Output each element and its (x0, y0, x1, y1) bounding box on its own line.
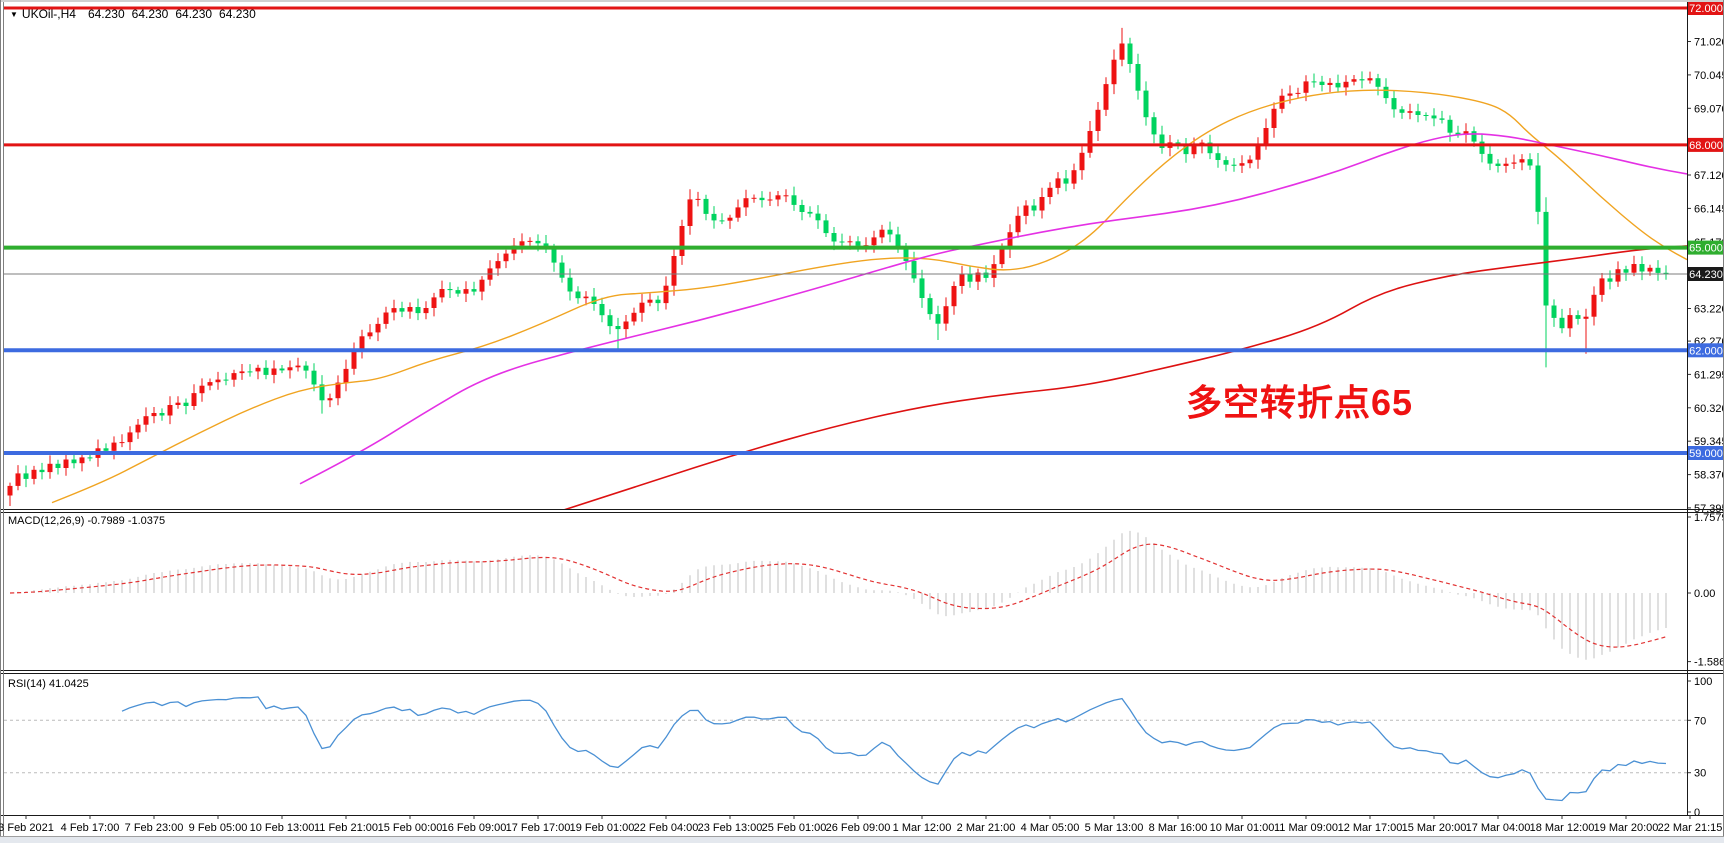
svg-text:12 Mar 17:00: 12 Mar 17:00 (1338, 822, 1403, 834)
svg-text:63.220: 63.220 (1694, 304, 1724, 316)
svg-text:19 Mar 20:00: 19 Mar 20:00 (1594, 822, 1659, 834)
time-axis[interactable]: 3 Feb 2021 4 Feb 17:00 7 Feb 23:00 9 Feb 05… (0, 815, 1722, 834)
svg-text:25 Feb 01:00: 25 Feb 01:00 (762, 822, 827, 834)
rsi-name: RSI(14) (8, 678, 46, 690)
quote-open: 64.230 (87, 7, 125, 21)
rsi-indicator-label: RSI(14) 41.0425 (8, 678, 89, 690)
svg-text:-1.5867: -1.5867 (1694, 657, 1724, 669)
quote-high: 64.230 (131, 7, 169, 21)
svg-text:62.000: 62.000 (1689, 345, 1723, 357)
macd-layer (9, 530, 1667, 660)
svg-text:64.230: 64.230 (1689, 269, 1723, 281)
window-bottom-strip (0, 837, 1724, 843)
svg-text:60.320: 60.320 (1694, 403, 1724, 415)
svg-text:68.000: 68.000 (1689, 140, 1723, 152)
svg-text:15 Mar 20:00: 15 Mar 20:00 (1402, 822, 1467, 834)
price-badge-59.000 (1688, 446, 1724, 460)
svg-text:67.120: 67.120 (1694, 170, 1724, 182)
symbol-dropdown-icon[interactable]: ▼ (10, 10, 18, 19)
svg-text:1 Mar 12:00: 1 Mar 12:00 (893, 822, 952, 834)
svg-text:4 Feb 17:00: 4 Feb 17:00 (61, 822, 120, 834)
symbol-header: ▼ UKOil-,H4 64.230 64.230 64.230 64.230 (10, 7, 263, 21)
svg-text:17 Feb 17:00: 17 Feb 17:00 (506, 822, 571, 834)
svg-text:17 Mar 04:00: 17 Mar 04:00 (1466, 822, 1531, 834)
price-levels-layer (4, 6, 1687, 455)
svg-text:70: 70 (1694, 715, 1706, 727)
svg-text:7 Feb 23:00: 7 Feb 23:00 (125, 822, 184, 834)
price-badge-65.000 (1688, 240, 1724, 255)
svg-text:22 Mar 21:15: 22 Mar 21:15 (1658, 822, 1723, 834)
svg-text:4 Mar 05:00: 4 Mar 05:00 (1021, 822, 1080, 834)
svg-text:65.000: 65.000 (1689, 243, 1723, 255)
svg-text:11 Mar 09:00: 11 Mar 09:00 (1274, 822, 1338, 834)
svg-text:18 Mar 12:00: 18 Mar 12:00 (1530, 822, 1595, 834)
macd-indicator-label: MACD(12,26,9) -0.7989 -1.0375 (8, 515, 165, 527)
ma-fast-orange (51, 89, 1687, 504)
macd-name: MACD(12,26,9) (8, 515, 85, 527)
svg-text:9 Feb 05:00: 9 Feb 05:00 (189, 822, 248, 834)
svg-text:16 Feb 09:00: 16 Feb 09:00 (442, 822, 507, 834)
svg-text:5 Mar 13:00: 5 Mar 13:00 (1085, 822, 1144, 834)
svg-text:19 Feb 01:00: 19 Feb 01:00 (570, 822, 635, 834)
svg-text:100: 100 (1694, 676, 1712, 688)
svg-text:66.145: 66.145 (1694, 203, 1724, 215)
svg-text:15 Feb 00:00: 15 Feb 00:00 (378, 822, 443, 834)
svg-text:0: 0 (1694, 807, 1700, 819)
rsi-line (121, 696, 1667, 802)
svg-text:23 Feb 13:00: 23 Feb 13:00 (698, 822, 763, 834)
svg-text:57.395: 57.395 (1694, 503, 1724, 515)
quote-low: 64.230 (175, 7, 213, 21)
svg-text:1.7579: 1.7579 (1694, 512, 1724, 524)
rsi-axis[interactable]: 100 70 30 0 (1687, 676, 1712, 819)
rsi-layer (4, 696, 1687, 802)
svg-text:11 Feb 21:00: 11 Feb 21:00 (314, 822, 378, 834)
svg-text:26 Feb 09:00: 26 Feb 09:00 (826, 822, 891, 834)
svg-text:30: 30 (1694, 768, 1706, 780)
macd-axis[interactable]: 1.7579 0.00 -1.5867 (1687, 512, 1724, 669)
svg-text:8 Mar 16:00: 8 Mar 16:00 (1149, 822, 1208, 834)
macd-signal-line (9, 543, 1667, 648)
svg-text:69.070: 69.070 (1694, 103, 1724, 115)
macd-values: -0.7989 -1.0375 (87, 515, 166, 527)
symbol-period-label: UKOil-,H4 (21, 7, 76, 21)
svg-text:59.000: 59.000 (1689, 448, 1723, 460)
svg-text:22 Feb 04:00: 22 Feb 04:00 (634, 822, 699, 834)
ma-slow-red (564, 245, 1687, 509)
rsi-values: 41.0425 (48, 678, 89, 690)
svg-text:0.00: 0.00 (1694, 588, 1715, 600)
price-axis[interactable]: 71.02070.04569.07067.12066.14565.17063.2… (1687, 1, 1724, 515)
price-badge-62.000 (1688, 343, 1724, 358)
svg-text:71.020: 71.020 (1694, 37, 1724, 49)
price-badge-68.000 (1688, 137, 1724, 152)
svg-text:3 Feb 2021: 3 Feb 2021 (0, 822, 54, 834)
price-badge-72.000 (1688, 1, 1724, 15)
svg-text:10 Feb 13:00: 10 Feb 13:00 (250, 822, 315, 834)
svg-text:10 Mar 01:00: 10 Mar 01:00 (1210, 822, 1275, 834)
quote-close: 64.230 (219, 7, 256, 21)
svg-text:2 Mar 21:00: 2 Mar 21:00 (957, 822, 1016, 834)
svg-text:58.370: 58.370 (1694, 470, 1724, 482)
svg-text:70.045: 70.045 (1694, 70, 1724, 82)
svg-text:59.345: 59.345 (1694, 436, 1724, 448)
chart-annotation-text: 多空转折点65 (1186, 382, 1414, 423)
svg-text:72.000: 72.000 (1689, 3, 1723, 15)
svg-text:61.295: 61.295 (1694, 369, 1724, 381)
price-badge-64.230 (1688, 267, 1724, 281)
